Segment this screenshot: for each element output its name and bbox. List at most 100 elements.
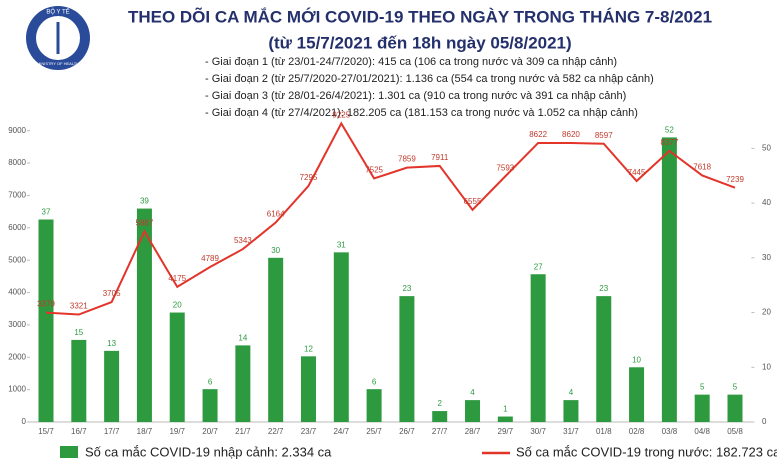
y-tick-label: 9000	[8, 126, 26, 135]
y-tick-label: 3000	[8, 320, 26, 329]
bar	[530, 274, 546, 422]
x-tick-label: 24/7	[333, 427, 349, 436]
y2-tick-label: 20	[762, 308, 771, 317]
x-tick-label: 03/8	[662, 427, 678, 436]
line-label: 7295	[300, 173, 318, 182]
x-tick-label: 28/7	[465, 427, 481, 436]
legend-swatch	[60, 446, 78, 458]
legend-label: Số ca mắc COVID-19 nhập cảnh: 2.334 ca	[85, 444, 332, 459]
x-tick-label: 19/7	[169, 427, 185, 436]
x-tick-label: 18/7	[137, 427, 153, 436]
x-tick-label: 15/7	[38, 427, 54, 436]
bar-label: 20	[173, 301, 182, 310]
x-tick-label: 17/7	[104, 427, 120, 436]
y2-tick-label: 50	[762, 143, 771, 152]
bar-label: 2	[437, 399, 442, 408]
line-label: 7593	[496, 163, 514, 172]
line-label: 8622	[529, 130, 547, 139]
line-label: 5887	[136, 219, 154, 228]
bar-label: 30	[271, 246, 280, 255]
bar	[235, 345, 251, 422]
y-tick-label: 5000	[8, 255, 26, 264]
y-tick-label: 7000	[8, 191, 26, 200]
line-label: 5343	[234, 236, 252, 245]
bar	[563, 400, 579, 422]
y-tick-label: 2000	[8, 352, 26, 361]
bar-label: 6	[372, 377, 377, 386]
chart-title: THEO DÕI CA MẮC MỚI COVID-19 THEO NGÀY T…	[128, 6, 712, 26]
chart-subtitle: (từ 15/7/2021 đến 18h ngày 05/8/2021)	[268, 33, 571, 52]
bar-label: 52	[665, 126, 674, 135]
bar	[71, 339, 87, 422]
line-label: 3705	[103, 289, 121, 298]
line-label: 3379	[37, 300, 55, 309]
bar-label: 4	[569, 388, 574, 397]
bar-label: 27	[534, 262, 543, 271]
annotation: - Giai đoạn 4 (từ 27/4/2021): 182.205 ca…	[205, 107, 638, 119]
bar-label: 14	[238, 333, 247, 342]
bar-label: 5	[733, 383, 738, 392]
y-tick-label: 4000	[8, 288, 26, 297]
x-tick-label: 25/7	[366, 427, 382, 436]
line-label: 4789	[201, 254, 219, 263]
bar	[497, 416, 513, 422]
bar	[38, 219, 54, 422]
x-tick-label: 22/7	[268, 427, 284, 436]
line-label: 7445	[628, 168, 646, 177]
x-tick-label: 23/7	[301, 427, 317, 436]
x-tick-label: 29/7	[498, 427, 514, 436]
bar	[432, 411, 448, 422]
line-label: 9225	[332, 111, 350, 120]
x-tick-label: 16/7	[71, 427, 87, 436]
bar	[366, 389, 382, 422]
bar	[104, 350, 120, 422]
bar-label: 12	[304, 344, 313, 353]
logo-top: BỘ Y TẾ	[46, 9, 69, 16]
x-tick-label: 01/8	[596, 427, 612, 436]
line-label: 7911	[431, 153, 449, 162]
bar	[169, 312, 185, 422]
x-tick-label: 20/7	[202, 427, 218, 436]
x-tick-label: 30/7	[530, 427, 546, 436]
bar	[136, 208, 152, 422]
x-tick-label: 26/7	[399, 427, 415, 436]
bar	[333, 252, 349, 422]
bar	[465, 400, 481, 422]
annotation: - Giai đoạn 2 (từ 25/7/2020-27/01/2021):…	[205, 73, 654, 85]
y-tick-label: 0	[22, 417, 27, 426]
bar	[727, 394, 743, 422]
line-label: 7525	[365, 166, 383, 175]
bar-label: 31	[337, 240, 346, 249]
x-tick-label: 04/8	[694, 427, 710, 436]
line-label: 3321	[70, 302, 88, 311]
bar-label: 4	[470, 388, 475, 397]
line-label: 7618	[693, 163, 711, 172]
x-tick-label: 21/7	[235, 427, 251, 436]
y-tick-label: 1000	[8, 385, 26, 394]
line-label: 8597	[595, 131, 613, 140]
bar-label: 6	[208, 377, 213, 386]
bar-label: 10	[632, 355, 641, 364]
annotation: - Giai đoạn 1 (từ 23/01-24/7/2020): 415 …	[205, 56, 617, 68]
logo-bottom: MINISTRY OF HEALTH	[37, 61, 79, 66]
x-tick-label: 02/8	[629, 427, 645, 436]
line-label: 8620	[562, 130, 580, 139]
line-label: 7239	[726, 175, 744, 184]
bar-label: 1	[503, 405, 508, 414]
bar-label: 37	[42, 208, 51, 217]
line-label: 6164	[267, 210, 285, 219]
bar-label: 23	[402, 284, 411, 293]
bar	[661, 137, 677, 422]
bar-label: 39	[140, 197, 149, 206]
bar	[629, 367, 645, 422]
y-tick-label: 8000	[8, 158, 26, 167]
bar	[399, 296, 415, 422]
y2-tick-label: 0	[762, 417, 767, 426]
bar-label: 23	[599, 284, 608, 293]
bar	[300, 356, 316, 422]
annotation: - Giai đoạn 3 (từ 28/01-26/4/2021): 1.30…	[205, 90, 626, 102]
bar	[202, 389, 218, 422]
line-label: 8377	[660, 138, 678, 147]
logo: BỘ Y TẾ MINISTRY OF HEALTH	[26, 6, 90, 70]
